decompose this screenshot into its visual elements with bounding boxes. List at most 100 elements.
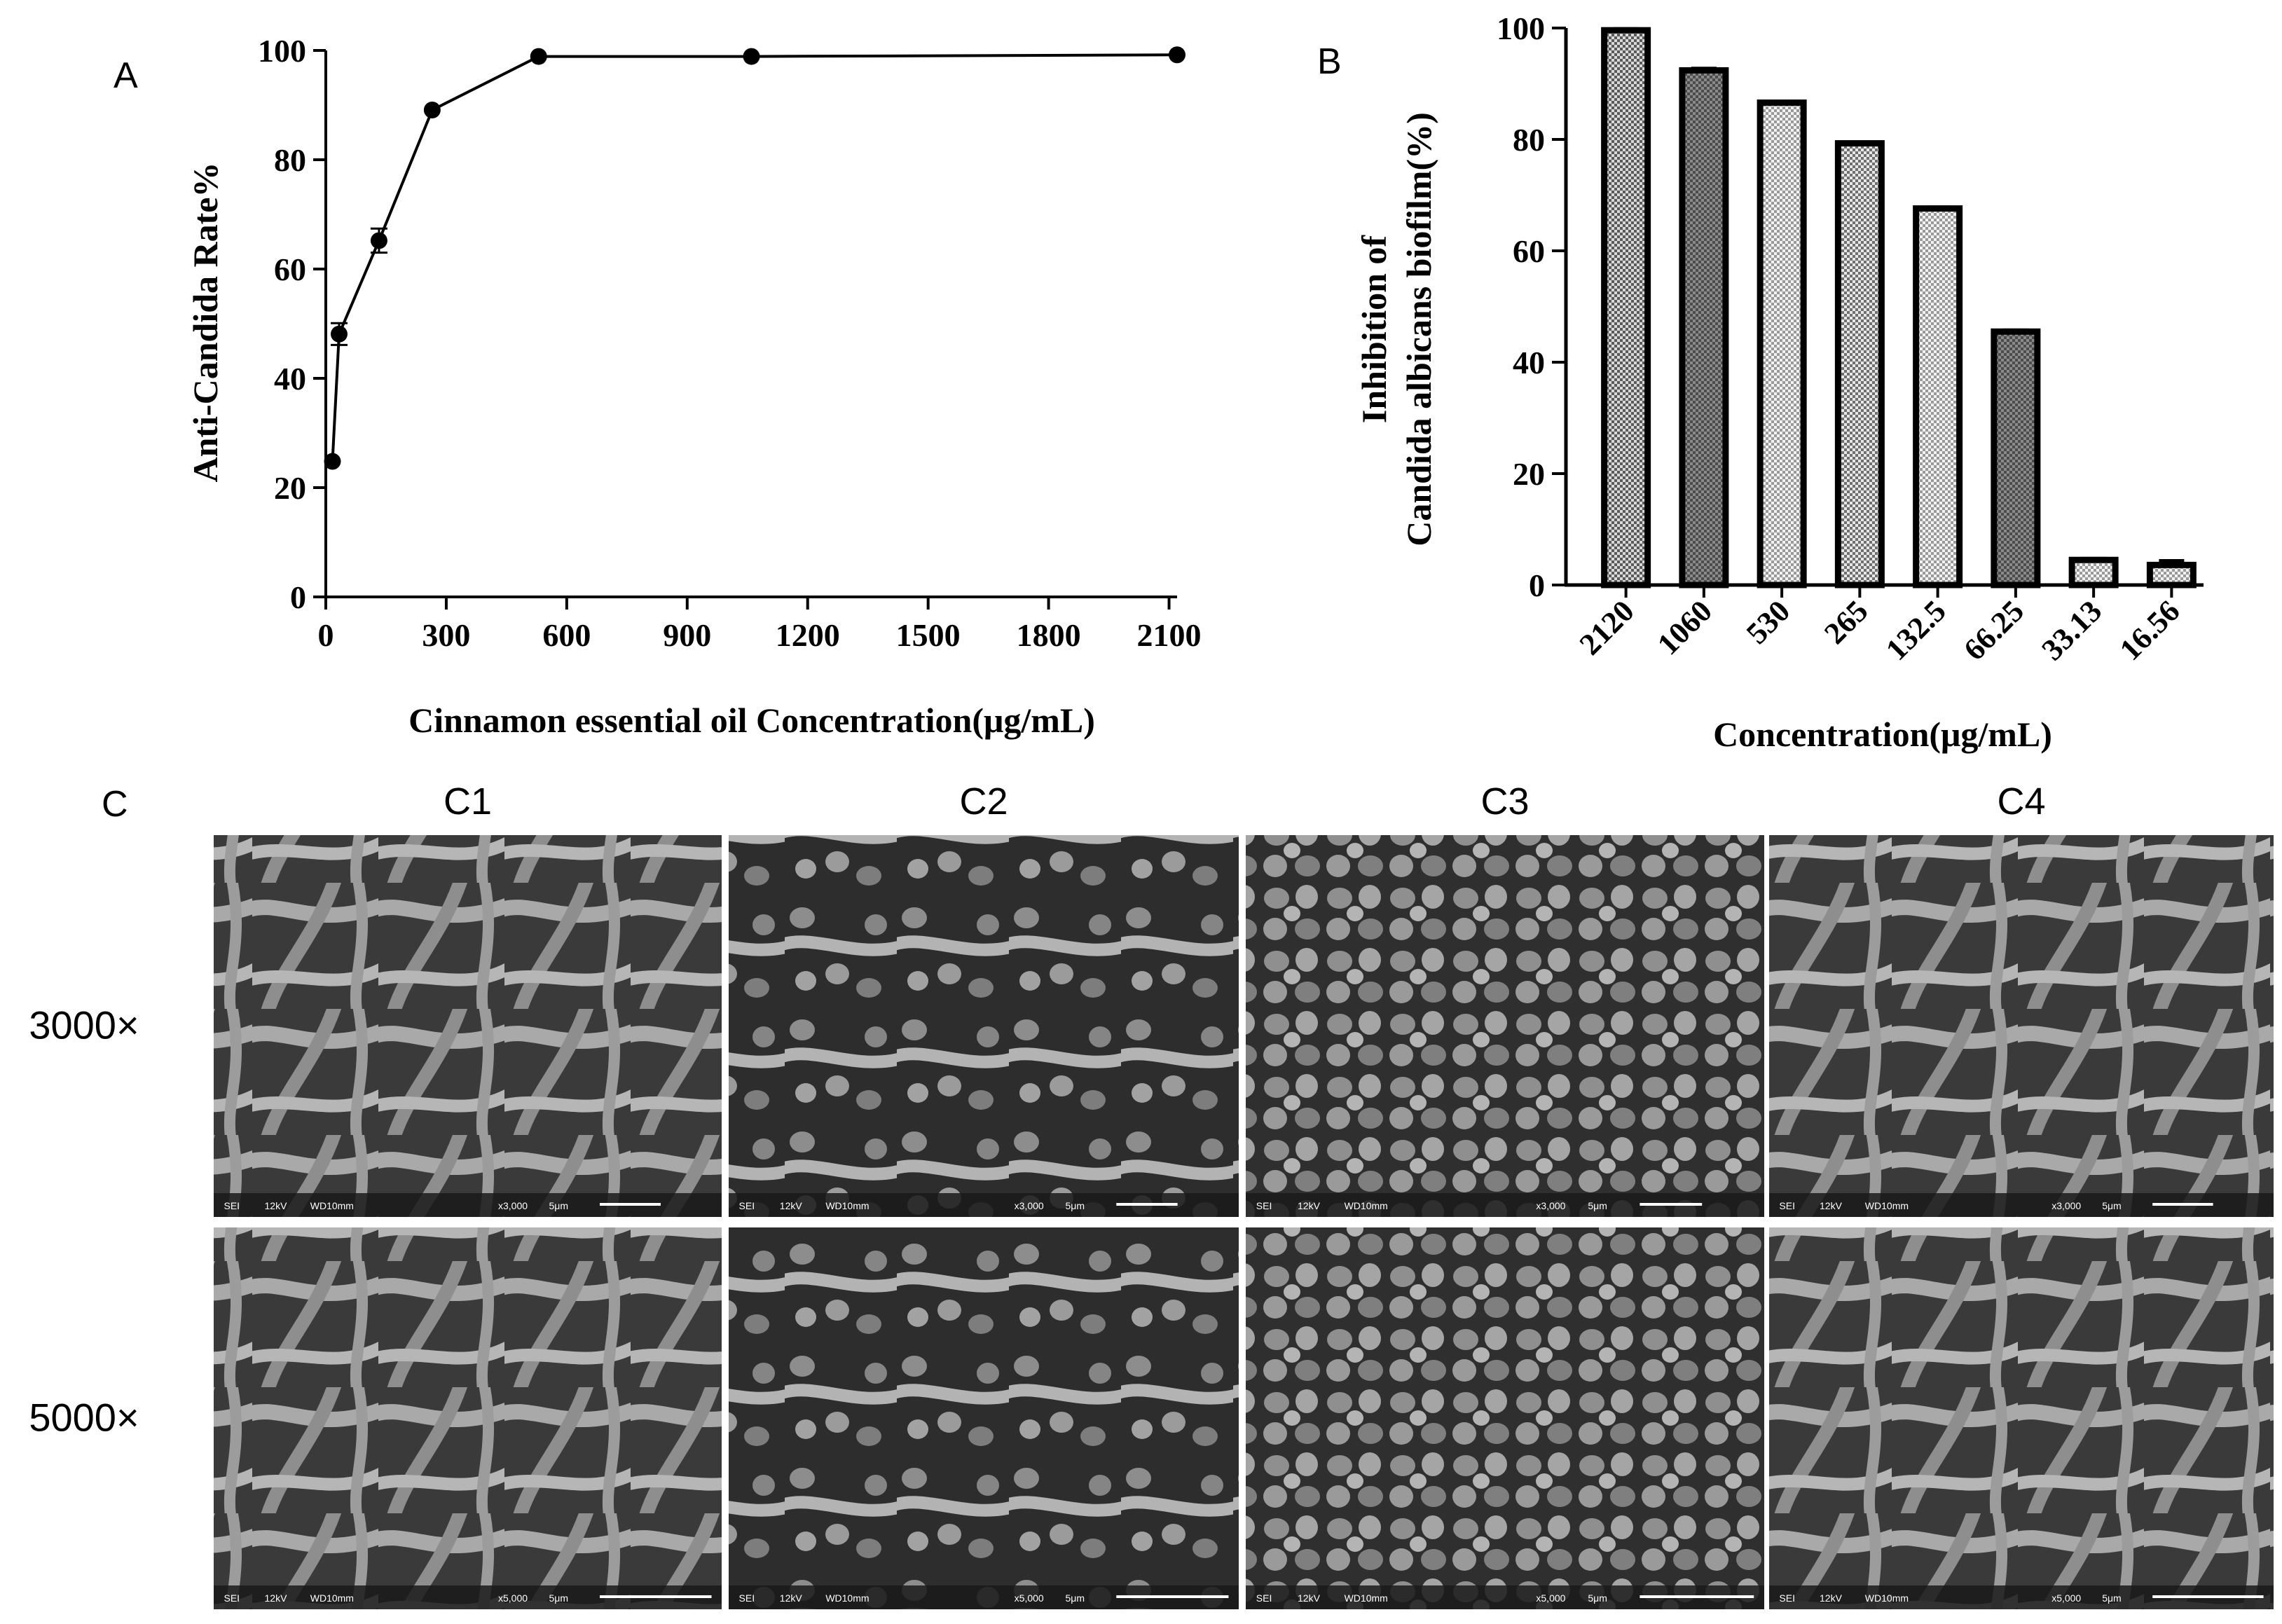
panel-b-x-tick-label: 66.25 <box>1957 593 2030 667</box>
panel-b-bar <box>1991 328 2041 589</box>
sem-micrograph: SEI 12kV WD10mm x5,000 5μm <box>1769 1227 2274 1609</box>
panel-a-data-point <box>423 102 441 119</box>
panel-c-micrographs: C C1 C2 C3 C4 3000× 5000× SEI 12kV WD10mm x3,000 5… <box>29 780 2274 1609</box>
sem-info-text: 12kV <box>265 1200 288 1211</box>
panel-a-x-tick-label: 1200 <box>776 617 840 653</box>
panel-b-bar-chart: B 0 20 40 60 80 100 2120 1060 530 265 132.5 66.25 33… <box>1317 11 2204 754</box>
sem-info-text: SEI <box>1256 1200 1272 1211</box>
panel-b-y-axis-title-line1: Inhibition of <box>1354 235 1394 424</box>
panel-b-bar <box>2068 556 2119 589</box>
sem-image <box>729 1227 1239 1609</box>
sem-info-text: SEI <box>224 1592 240 1604</box>
sem-info-text: SEI <box>1779 1592 1795 1604</box>
panel-b-y-tick-label: 60 <box>1513 233 1545 269</box>
sem-info-text: WD10mm <box>1865 1200 1909 1211</box>
micrograph-column-label: C2 <box>959 780 1008 823</box>
panel-b-y-tick-label: 0 <box>1529 567 1545 603</box>
sem-image <box>214 1227 722 1609</box>
sem-info-text: WD10mm <box>825 1592 869 1604</box>
sem-info-text: 5μm <box>1065 1592 1085 1604</box>
sem-info-text: WD10mm <box>310 1200 354 1211</box>
sem-info-text: 5μm <box>2102 1592 2122 1604</box>
panel-a-x-axis-title: Cinnamon essential oil Concentration(μg/… <box>408 701 1095 740</box>
sem-info-text: x5,000 <box>498 1592 528 1604</box>
sem-info-text: x5,000 <box>1015 1592 1044 1604</box>
sem-info-text: WD10mm <box>1345 1592 1388 1604</box>
sem-info-text: WD10mm <box>825 1200 869 1211</box>
panel-b-label: B <box>1317 41 1342 82</box>
panel-b-bar <box>1757 99 1807 589</box>
sem-info-text: x5,000 <box>1536 1592 1565 1604</box>
sem-info-text: 5μm <box>1065 1200 1085 1211</box>
sem-info-text: x5,000 <box>2051 1592 2081 1604</box>
sem-info-text: x3,000 <box>498 1200 528 1211</box>
panel-b-y-tick-label: 80 <box>1513 122 1545 158</box>
sem-info-text: 5μm <box>2102 1200 2122 1211</box>
sem-info-text: 12kV <box>265 1592 288 1604</box>
sem-info-text: 12kV <box>1298 1200 1321 1211</box>
panel-a-axes: 0 20 40 60 80 100 0 300 600 900 1200 1500 1800 2100 <box>258 33 1202 653</box>
panel-a-data-point <box>324 453 341 470</box>
sem-info-text: WD10mm <box>1345 1200 1388 1211</box>
sem-image <box>1246 1227 1764 1609</box>
panel-a-label: A <box>114 55 138 96</box>
sem-info-text: SEI <box>1256 1592 1272 1604</box>
sem-image <box>729 835 1239 1217</box>
panel-b-y-tick-label: 40 <box>1513 345 1545 380</box>
panel-b-bar <box>1834 140 1885 589</box>
panel-a-series <box>324 46 1185 470</box>
panel-a-y-tick-label: 100 <box>258 33 306 69</box>
sem-micrograph: SEI 12kV WD10mm x5,000 5μm <box>1246 1227 1764 1609</box>
panel-a-x-tick-label: 1500 <box>896 617 961 653</box>
sem-info-text: 5μm <box>549 1200 569 1211</box>
panel-a-y-tick-label: 80 <box>274 142 306 178</box>
panel-a-series-line <box>331 53 1178 462</box>
sem-info-text: 5μm <box>1588 1200 1607 1211</box>
sem-micrograph: SEI 12kV WD10mm x5,000 5μm <box>214 1227 722 1609</box>
panel-b-x-tick-label: 530 <box>1740 593 1796 650</box>
panel-b-bar <box>2146 561 2197 589</box>
sem-micrograph: SEI 12kV WD10mm x3,000 5μm <box>1246 835 1764 1217</box>
panel-b-x-tick-label: 2120 <box>1573 593 1641 661</box>
panel-b-x-axis-title: Concentration(μg/mL) <box>1713 715 2052 754</box>
panel-a-y-tick-label: 40 <box>274 361 306 397</box>
sem-info-text: 12kV <box>1820 1592 1843 1604</box>
panel-a-x-tick-label: 0 <box>318 617 334 653</box>
sem-micrograph: SEI 12kV WD10mm x3,000 5μm <box>729 835 1239 1217</box>
sem-info-text: SEI <box>739 1592 755 1604</box>
panel-b-y-axis-title-line2: Candida albicans biofilm(%) <box>1399 112 1438 546</box>
panel-b-x-tick-label: 265 <box>1817 593 1874 650</box>
sem-image <box>1769 835 2274 1217</box>
panel-b-y-tick-label: 100 <box>1497 11 1545 46</box>
panel-b-y-axis-title: Inhibition of Candida albicans biofilm(%… <box>1354 112 1438 546</box>
panel-a-data-point <box>530 48 547 65</box>
sem-image <box>1246 835 1764 1217</box>
sem-info-text: 12kV <box>780 1200 803 1211</box>
micrograph-row-label: 5000× <box>29 1396 139 1440</box>
sem-info-text: x3,000 <box>1536 1200 1565 1211</box>
sem-info-text: 5μm <box>1588 1592 1607 1604</box>
micrograph-column-label: C1 <box>444 780 492 823</box>
panel-a-x-tick-label: 300 <box>422 617 470 653</box>
sem-info-text: WD10mm <box>1865 1592 1909 1604</box>
panel-a-line-chart: A 0 20 40 60 80 100 0 300 600 900 1200 1500 1800 2100… <box>114 33 1202 740</box>
panel-a-x-tick-label: 2100 <box>1137 617 1202 653</box>
panel-a-data-point <box>370 232 387 249</box>
sem-info-text: SEI <box>1779 1200 1795 1211</box>
panel-b-bars <box>1601 27 2197 589</box>
micrograph-grid: C1 C2 C3 C4 3000× 5000× SEI 12kV WD10mm x3,000 5μm… <box>29 780 2274 1609</box>
sem-image <box>1769 1227 2274 1609</box>
panel-a-y-tick-label: 60 <box>274 252 306 287</box>
sem-micrograph: SEI 12kV WD10mm x5,000 5μm <box>729 1227 1239 1609</box>
panel-a-data-point <box>1169 46 1185 64</box>
panel-a-data-point <box>330 325 348 343</box>
panel-a-y-tick-label: 0 <box>290 579 306 615</box>
panel-b-x-tick-label: 1060 <box>1651 593 1719 661</box>
panel-c-label: C <box>102 784 128 825</box>
panel-b-bar <box>1913 205 1963 589</box>
sem-info-text: x3,000 <box>1015 1200 1044 1211</box>
panel-a-y-axis-title: Anti-Candida Rate% <box>186 163 225 483</box>
panel-b-x-tick-label: 16.56 <box>2113 593 2187 667</box>
sem-info-text: SEI <box>224 1200 240 1211</box>
micrograph-column-label: C4 <box>1997 780 2045 823</box>
